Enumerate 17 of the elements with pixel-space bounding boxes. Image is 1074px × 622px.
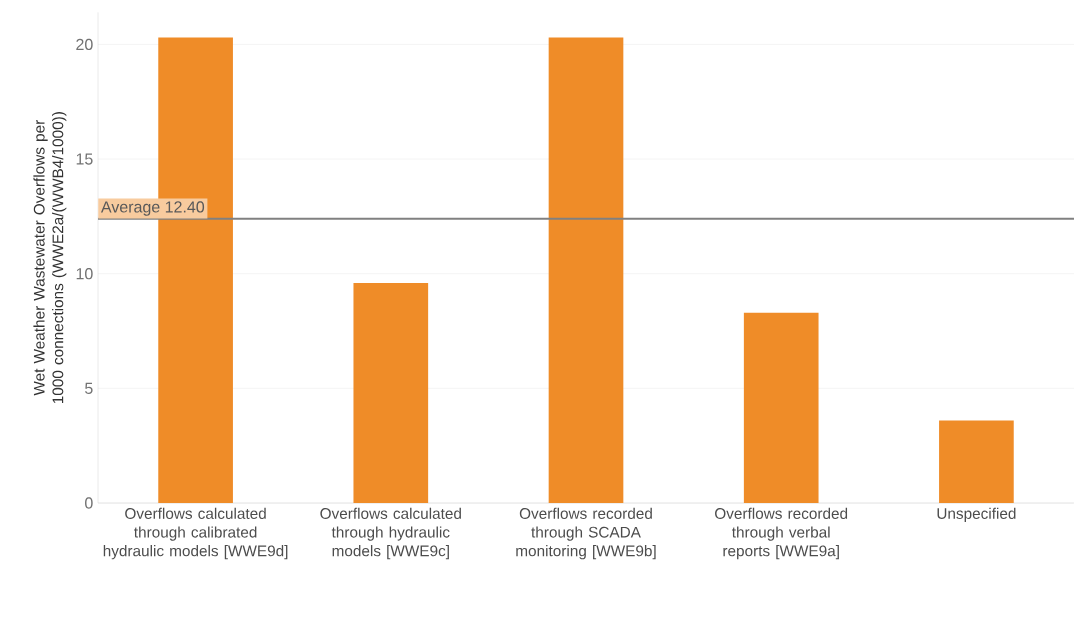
y-tick-label: 0 (85, 497, 93, 509)
y-tick-label: 5 (85, 382, 93, 394)
x-tick-label: Overflows calculated through hydraulic models [WWE9c] (320, 507, 461, 560)
y-tick-label: 15 (76, 153, 93, 165)
x-tick-label: Overflows recorded through SCADA monitoring [WWE9b] (516, 507, 656, 560)
x-tick-label: Overflows recorded through verbal reports [WWE9a] (715, 507, 848, 560)
ref-line-label: Average 12.40 (100, 201, 205, 216)
bar (158, 37, 233, 503)
bar (743, 312, 819, 503)
x-tick-label: Unspecified (937, 507, 1016, 522)
y-axis-title: Wet Weather Wastewater Overflows per 1000 connections (WWE2a/(WWB4/1000)) (33, 112, 67, 404)
bar (548, 37, 624, 503)
bar (353, 282, 429, 503)
y-tick-label: 20 (76, 38, 93, 51)
x-tick-label: Overflows calculated through calibrated hydraulic models [WWE9d] (103, 507, 288, 560)
y-tick-label: 10 (76, 268, 93, 280)
bar (939, 420, 1014, 503)
